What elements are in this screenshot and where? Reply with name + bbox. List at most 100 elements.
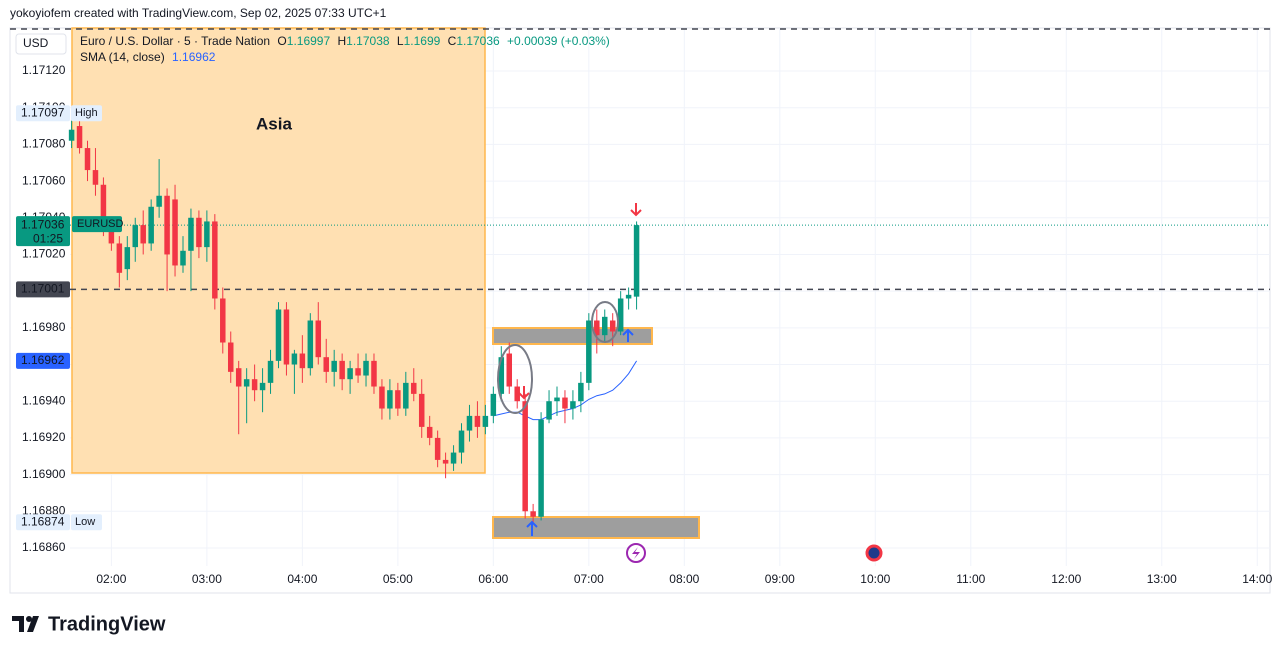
candle-body: [196, 217, 202, 248]
candle-body: [251, 379, 258, 391]
indicator-value: 1.16962: [172, 50, 216, 64]
candle-body: [466, 415, 473, 431]
candle-body: [363, 360, 369, 376]
attribution: yokoyiofem created with TradingView.com,…: [10, 6, 387, 20]
candle-body: [259, 382, 266, 391]
ohlc-value: 1.1699: [404, 34, 441, 48]
last-price-badge: [16, 216, 70, 247]
y-tick-label: 1.16920: [22, 430, 66, 444]
candle-body: [84, 148, 91, 171]
candle-body: [92, 170, 99, 185]
price-badge-label: 1.16874: [21, 514, 65, 528]
candle-body: [164, 195, 170, 255]
change: +0.00039 (+0.03%): [507, 34, 610, 48]
candle-body: [395, 390, 401, 409]
x-tick-label: 12:00: [1051, 572, 1081, 586]
candle-body: [108, 228, 115, 244]
currency: USD: [23, 36, 49, 50]
candle-body: [275, 309, 282, 361]
candle-body: [625, 294, 632, 299]
candle-body: [379, 386, 385, 409]
candle-body: [586, 320, 592, 383]
candle-body: [172, 199, 178, 266]
ohlc-value: 1.17036: [456, 34, 500, 48]
price-badge: [16, 352, 70, 369]
session-label: Asia: [256, 114, 292, 133]
x-tick-label: 11:00: [956, 572, 985, 586]
candle-body: [267, 360, 274, 383]
x-tick-label: 05:00: [383, 572, 413, 586]
ohlc-letter: L: [397, 34, 404, 48]
candle-body: [212, 221, 218, 299]
candle-body: [450, 452, 457, 464]
candle-body: [546, 401, 552, 420]
arrows: [518, 203, 642, 536]
ohlc-letter: O: [277, 34, 286, 48]
badge-tag-label: High: [75, 107, 98, 119]
candle-body: [235, 368, 242, 387]
candle-body: [148, 206, 154, 244]
candle-body: [490, 393, 497, 416]
indicator-name: SMA (14, close): [80, 50, 165, 64]
candle-body: [68, 129, 75, 141]
badge-tag: [71, 514, 102, 531]
candle-body: [140, 225, 146, 244]
x-tick-label: 02:00: [96, 572, 126, 586]
candle-body: [156, 195, 162, 207]
candle-body: [299, 353, 306, 369]
candle-body: [554, 397, 560, 402]
candle-body: [570, 401, 576, 409]
symbol-title: Euro / U.S. Dollar · 5 · Trade Nation: [80, 34, 270, 48]
last-price-label: 1.17036: [21, 217, 65, 231]
ohlc-letter: C: [448, 34, 457, 48]
candle-body: [562, 397, 568, 409]
candle-body: [100, 184, 107, 229]
brand-logo: [12, 616, 39, 632]
candle-body: [331, 360, 337, 372]
badge-tag: [71, 105, 102, 122]
badge-tag-label: Low: [75, 516, 95, 528]
event-flag-inner: [868, 547, 880, 559]
candle-body: [307, 320, 314, 369]
candle-body: [403, 382, 409, 409]
x-tick-label: 04:00: [287, 572, 317, 586]
price-badge: [16, 281, 70, 298]
candle-body: [530, 511, 536, 517]
candle-body: [339, 360, 345, 380]
candle-body: [506, 353, 513, 387]
price-badge-label: 1.16962: [21, 353, 65, 367]
x-tick-label: 13:00: [1147, 572, 1177, 586]
symbol-tag-label: EURUSD: [77, 218, 124, 230]
candle-body: [617, 298, 624, 332]
candle-body: [522, 401, 528, 512]
candle-body: [188, 217, 194, 251]
ohlc-letter: H: [338, 34, 347, 48]
y-tick-label: 1.17060: [22, 173, 66, 187]
price-badge-label: 1.17001: [21, 281, 65, 295]
event-icon-bolt: [632, 547, 640, 559]
circle: [497, 344, 533, 414]
y-tick-label: 1.16940: [22, 393, 66, 407]
candle-body: [538, 419, 544, 517]
candle-body: [514, 386, 520, 402]
candle-body: [426, 426, 433, 438]
zone: [492, 516, 700, 539]
currency-box[interactable]: [15, 33, 67, 55]
x-tick-label: 08:00: [669, 572, 699, 586]
candle-body: [132, 225, 139, 248]
y-tick-label: 1.16860: [22, 540, 66, 554]
candle-body: [323, 357, 329, 372]
indicator-legend: SMA (14, close) 1.16962: [80, 50, 216, 64]
candle-body: [458, 430, 465, 453]
price-badge: [16, 105, 70, 122]
candle-body: [180, 250, 186, 266]
x-tick-label: 10:00: [860, 572, 890, 586]
candle-body: [474, 415, 481, 427]
y-tick-label: 1.17020: [22, 247, 66, 261]
circle: [591, 301, 619, 343]
candle-body: [601, 316, 608, 336]
y-tick-label: 1.17120: [22, 63, 66, 77]
y-tick-label: 1.16880: [22, 503, 66, 517]
timer: 01:25: [33, 231, 63, 245]
